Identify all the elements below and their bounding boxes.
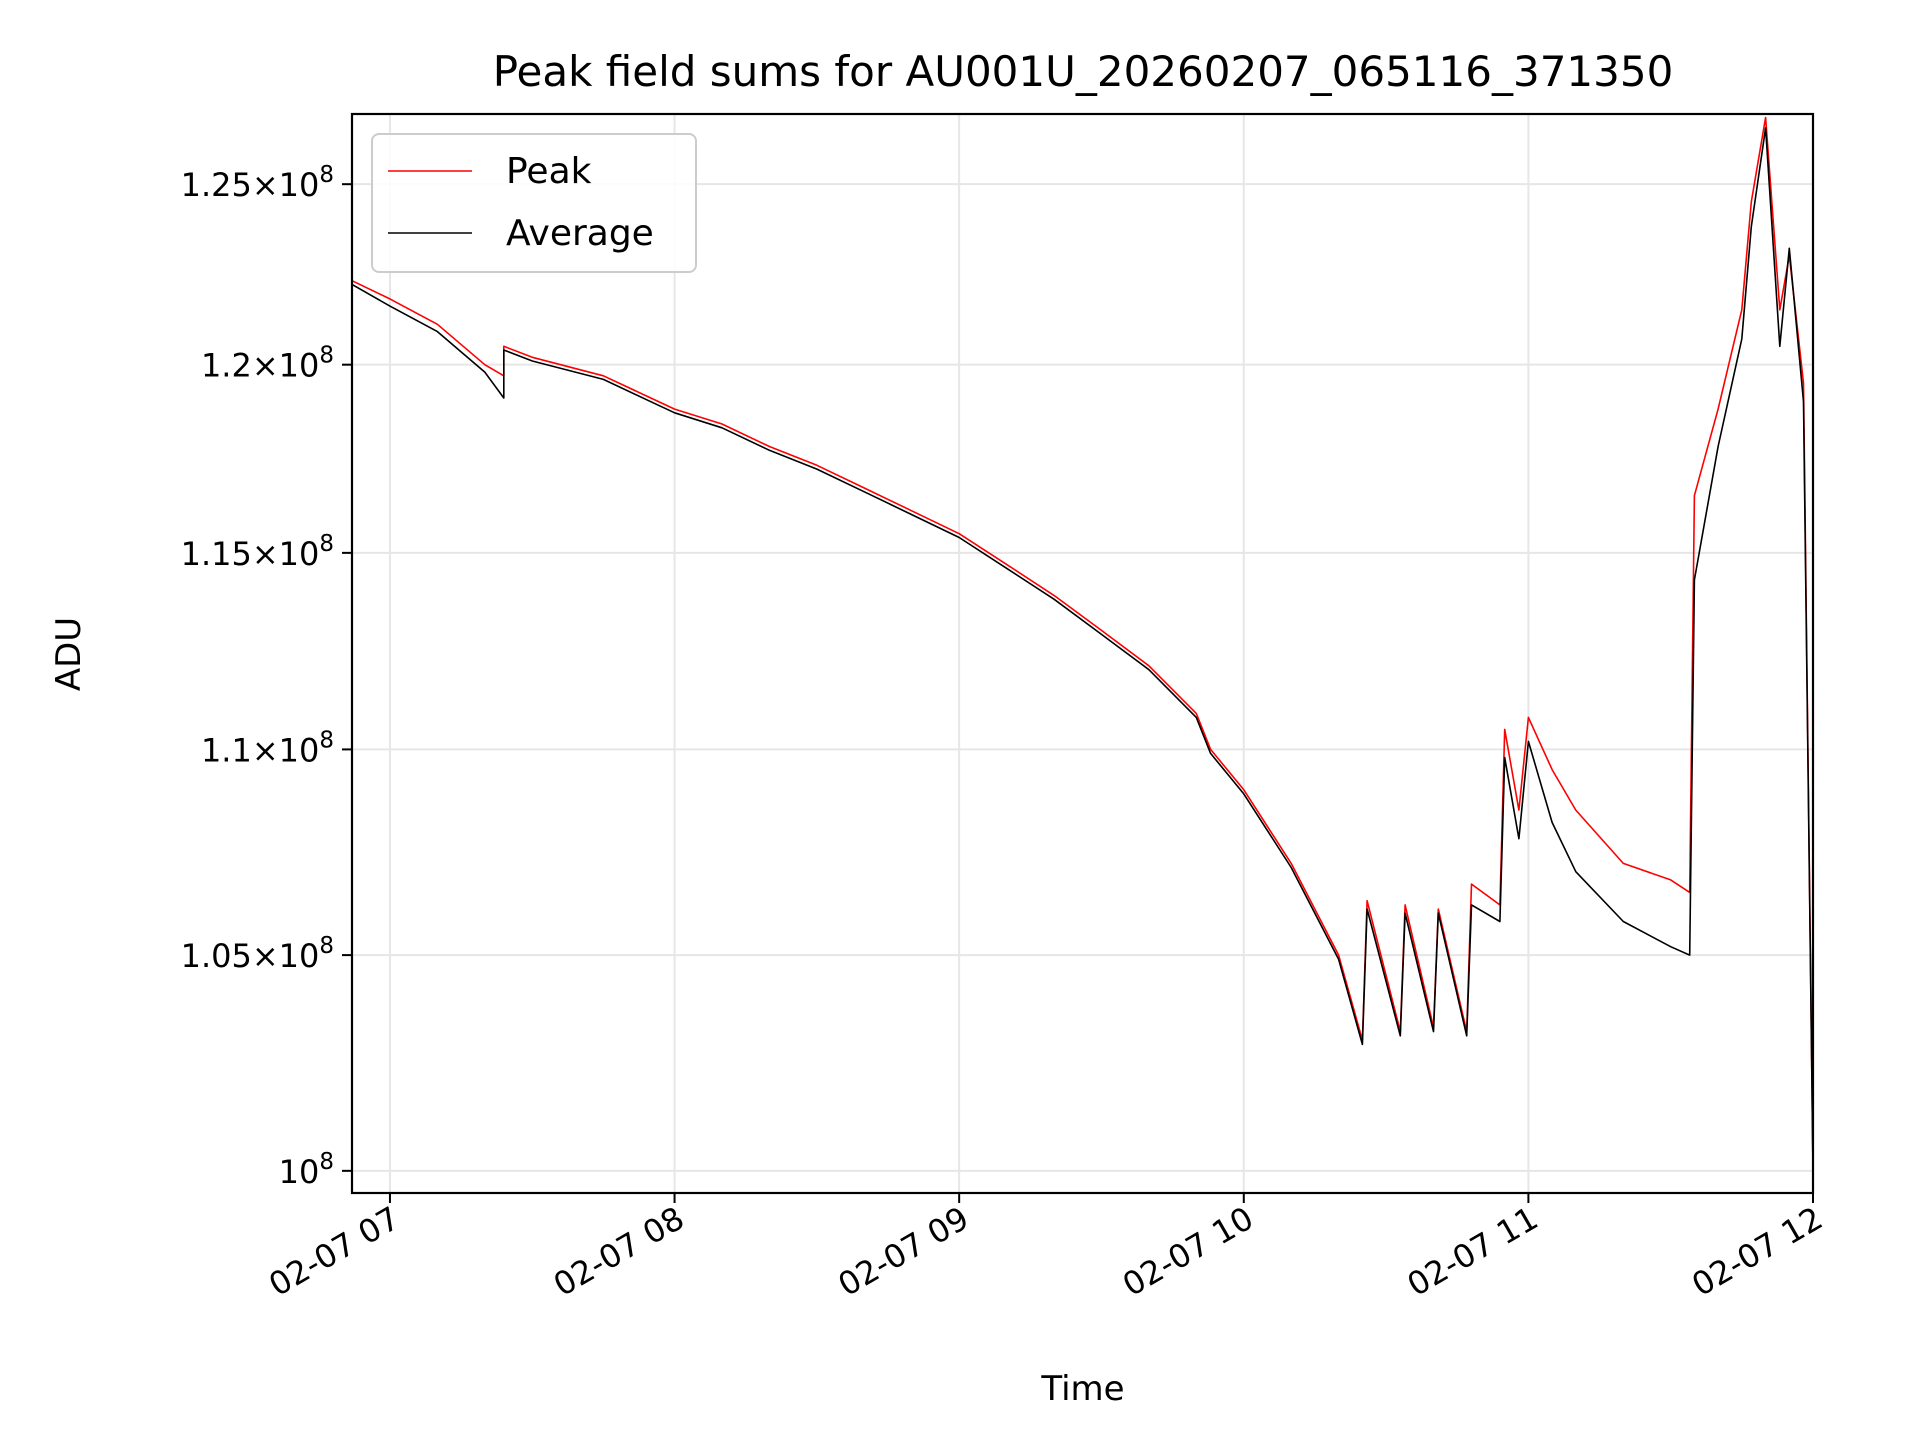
y-tick-label-4: 1.2×108 [201, 343, 334, 385]
legend-box [371, 133, 697, 273]
y-tick-label-2: 1.1×108 [201, 727, 334, 769]
y-tick-label-0: 108 [279, 1149, 334, 1191]
y-axis: 108 1.05×108 1.1×108 1.15×108 1.2×108 1.25×10… [181, 162, 352, 1191]
grid-layer [352, 114, 1814, 1193]
legend-label-average: Average [506, 213, 654, 254]
series-layer [351, 116, 1814, 1171]
legend: Peak Average [371, 133, 697, 273]
y-tick-label-5: 1.25×108 [181, 162, 334, 204]
chart-title: Peak field sums for AU001U_20260207_0651… [493, 47, 1674, 96]
legend-label-peak: Peak [506, 151, 592, 192]
plot-frame [350, 112, 1815, 1195]
series-line-average [351, 127, 1814, 1171]
x-axis-label: Time [1040, 1369, 1124, 1409]
y-axis-label: ADU [49, 617, 89, 691]
y-tick-label-3: 1.15×108 [181, 531, 334, 573]
y-tick-label-1: 1.05×108 [181, 933, 334, 975]
